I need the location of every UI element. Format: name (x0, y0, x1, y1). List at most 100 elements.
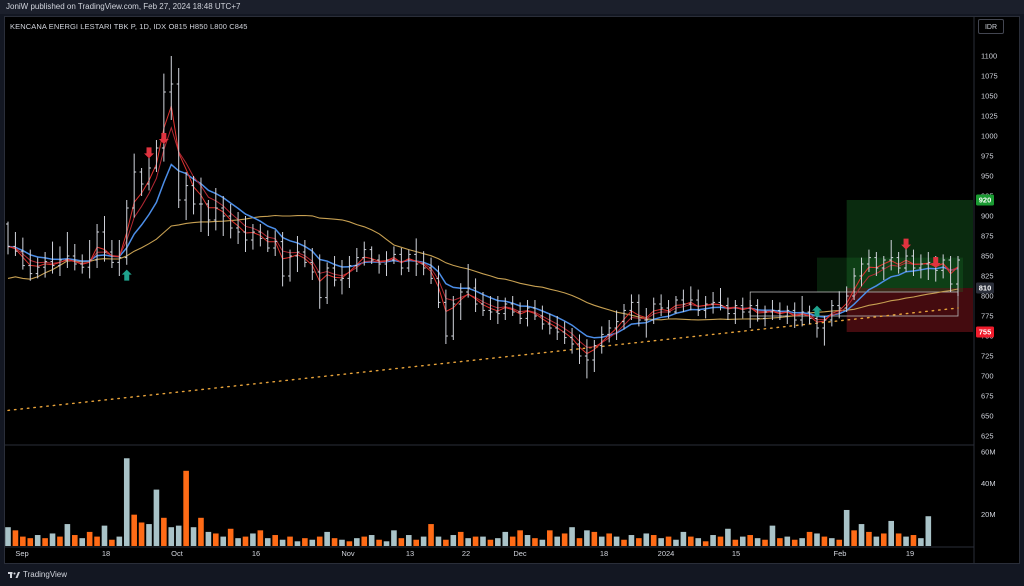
volume-bar[interactable] (123, 458, 130, 546)
volume-bar[interactable] (910, 535, 917, 546)
volume-bar[interactable] (747, 535, 753, 546)
volume-bar[interactable] (354, 538, 360, 546)
volume-bar[interactable] (146, 524, 152, 546)
volume-bar[interactable] (739, 536, 746, 546)
volume-bar[interactable] (168, 527, 175, 546)
volume-bar[interactable] (866, 531, 872, 546)
volume-bar[interactable] (688, 536, 694, 546)
volume-bar[interactable] (175, 525, 182, 546)
volume-bar[interactable] (450, 535, 457, 546)
volume-bar[interactable] (235, 538, 241, 546)
volume-bar[interactable] (331, 538, 338, 546)
volume-bar[interactable] (302, 538, 308, 546)
volume-bar[interactable] (391, 530, 397, 546)
volume-bar[interactable] (346, 541, 353, 546)
tradingview-brand[interactable]: TradingView (8, 570, 67, 579)
volume-bar[interactable] (153, 489, 160, 546)
volume-bar[interactable] (584, 530, 590, 546)
volume-bar[interactable] (405, 535, 412, 546)
volume-bar[interactable] (754, 538, 761, 546)
volume-bar[interactable] (309, 539, 316, 546)
volume-bar[interactable] (57, 536, 63, 546)
volume-bar[interactable] (658, 538, 664, 546)
volume-bar[interactable] (361, 536, 368, 546)
volume-bar[interactable] (836, 539, 843, 546)
volume-bar[interactable] (64, 524, 71, 546)
volume-bar[interactable] (517, 530, 523, 546)
volume-bar[interactable] (665, 536, 672, 546)
volume-bar[interactable] (799, 538, 805, 546)
volume-bar[interactable] (725, 528, 731, 546)
volume-bar[interactable] (457, 531, 464, 546)
volume-bar[interactable] (487, 539, 494, 546)
volume-bar[interactable] (888, 520, 895, 546)
currency-button[interactable]: IDR (978, 19, 1004, 34)
volume-bar[interactable] (918, 538, 924, 546)
volume-bar[interactable] (621, 539, 627, 546)
volume-bar[interactable] (532, 538, 538, 546)
volume-bar[interactable] (569, 527, 575, 546)
volume-bar[interactable] (368, 535, 375, 546)
volume-bar[interactable] (561, 533, 568, 546)
volume-bar[interactable] (287, 536, 293, 546)
volume-bar[interactable] (606, 533, 612, 546)
volume-bar[interactable] (435, 536, 442, 546)
volume-bar[interactable] (213, 533, 219, 546)
volume-bar[interactable] (895, 533, 902, 546)
volume-bar[interactable] (806, 531, 813, 546)
volume-bar[interactable] (294, 541, 301, 546)
volume-bar[interactable] (264, 538, 271, 546)
volume-bar[interactable] (472, 536, 479, 546)
volume-bar[interactable] (138, 522, 145, 547)
volume-bar[interactable] (49, 533, 56, 546)
volume-bar[interactable] (680, 531, 687, 546)
volume-bar[interactable] (398, 538, 405, 546)
volume-bar[interactable] (131, 514, 137, 546)
volume-bar[interactable] (636, 538, 642, 546)
volume-bar[interactable] (443, 539, 449, 546)
volume-bar[interactable] (591, 531, 598, 546)
volume-bar[interactable] (250, 533, 256, 546)
volume-bar[interactable] (717, 536, 724, 546)
volume-bar[interactable] (480, 536, 486, 546)
volume-bar[interactable] (101, 525, 108, 546)
volume-bar[interactable] (769, 525, 776, 546)
volume-bar[interactable] (242, 536, 249, 546)
volume-bar[interactable] (116, 536, 123, 546)
volume-bar[interactable] (903, 536, 909, 546)
volume-bar[interactable] (791, 539, 798, 546)
volume-bar[interactable] (509, 536, 516, 546)
volume-bar[interactable] (220, 536, 227, 546)
volume-bar[interactable] (784, 536, 791, 546)
volume-bar[interactable] (34, 535, 41, 546)
volume-bar[interactable] (732, 539, 739, 546)
volume-bar[interactable] (762, 539, 768, 546)
volume-bar[interactable] (86, 531, 93, 546)
volume-bar[interactable] (257, 530, 264, 546)
volume-bar[interactable] (324, 531, 330, 546)
volume-bar[interactable] (79, 538, 86, 546)
volume-bar[interactable] (183, 470, 189, 546)
volume-bar[interactable] (5, 527, 11, 546)
volume-bar[interactable] (554, 536, 561, 546)
volume-bar[interactable] (925, 516, 932, 546)
volume-bar[interactable] (695, 538, 702, 546)
volume-bar[interactable] (873, 536, 880, 546)
volume-bar[interactable] (42, 538, 48, 546)
volume-bar[interactable] (628, 535, 635, 546)
volume-bar[interactable] (702, 541, 709, 546)
volume-bar[interactable] (227, 528, 234, 546)
volume-bar[interactable] (71, 535, 78, 546)
volume-bar[interactable] (858, 524, 865, 546)
volume-bar[interactable] (673, 539, 679, 546)
volume-bar[interactable] (524, 535, 531, 546)
volume-bar[interactable] (94, 536, 100, 546)
volume-bar[interactable] (710, 535, 716, 546)
volume-bar[interactable] (598, 536, 605, 546)
volume-bar[interactable] (821, 536, 828, 546)
symbol-legend[interactable]: KENCANA ENERGI LESTARI TBK P, 1D, IDX O8… (10, 22, 248, 31)
volume-bar[interactable] (376, 539, 382, 546)
volume-bar[interactable] (316, 536, 323, 546)
volume-bar[interactable] (27, 538, 34, 546)
